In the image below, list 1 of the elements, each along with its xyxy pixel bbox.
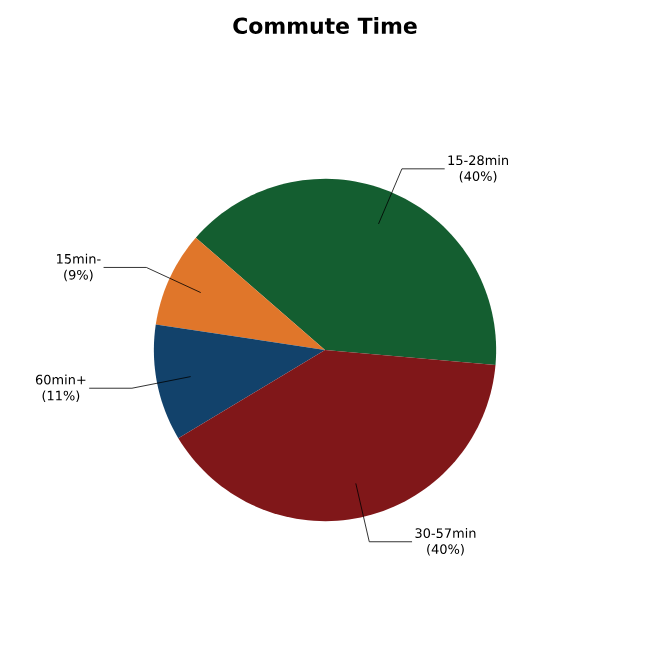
- chart-title: Commute Time: [233, 17, 417, 34]
